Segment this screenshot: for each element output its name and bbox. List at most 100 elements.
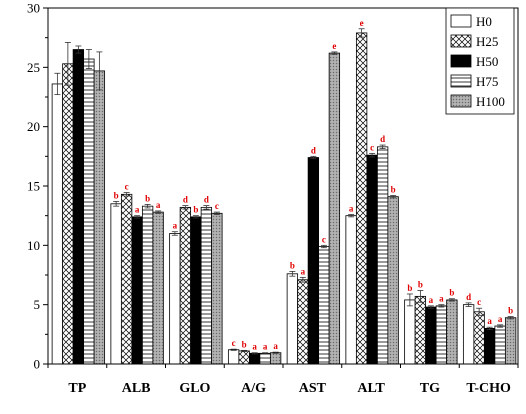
bar [120,193,133,365]
significance-label: c [322,234,326,244]
significance-label: c [232,338,236,348]
legend-swatch [450,34,472,48]
y-tick-label: 10 [27,238,40,253]
significance-label: b [449,288,454,298]
bar [141,205,154,365]
bar [269,352,282,365]
y-tick-label: 25 [27,60,40,75]
bar [286,273,299,365]
y-tick-label: 15 [27,179,40,194]
significance-label: a [252,342,257,352]
significance-label: b [508,306,513,316]
bar [190,216,202,365]
y-tick-label: 20 [27,119,40,134]
significance-label: e [360,18,364,28]
bar [446,299,458,365]
bar [414,295,427,365]
significance-label: d [466,292,471,302]
bar [110,203,122,365]
significance-label: d [380,134,385,144]
significance-label: c [125,182,129,192]
bar [387,196,399,365]
bar [169,233,181,365]
bar [494,325,506,365]
legend: H0 H25 H50 H75 H100 [445,7,515,115]
significance-label: a [156,200,161,210]
bar [376,146,389,365]
legend-swatch [450,94,472,108]
legend-swatch [450,74,472,88]
significance-label: c [370,142,374,152]
significance-label: b [114,190,119,200]
legend-label: H75 [476,74,498,89]
significance-label: d [204,195,209,205]
significance-label: a [273,341,278,351]
significance-label: a [429,295,434,305]
y-tick-label: 0 [34,357,41,372]
bar [366,154,378,365]
significance-label: b [290,260,295,270]
significance-label: b [242,339,247,349]
x-tick-label: A/G [241,381,266,396]
significance-label: c [477,297,481,307]
bar [404,299,416,365]
bar [307,157,320,365]
bar [504,317,517,365]
significance-label: b [193,205,198,215]
bar [152,211,164,365]
y-tick-label: 30 [27,1,40,16]
significance-label: e [332,41,336,51]
bar [297,279,309,365]
x-tick-label: T-CHO [466,381,511,396]
y-tick-label: 5 [34,297,41,312]
bar [62,63,74,365]
legend-swatch [450,14,472,28]
x-tick-label: TG [420,381,440,396]
bar [131,216,143,365]
significance-label: d [183,195,188,205]
bar [72,49,85,365]
bar [51,83,64,365]
significance-label: b [391,184,396,194]
bar [318,246,330,365]
legend-label: H0 [476,14,492,29]
bar [425,306,437,365]
significance-label: b [407,283,412,293]
bar [462,304,475,365]
significance-label: d [311,145,316,155]
significance-label: a [263,342,268,352]
legend-label: H100 [476,94,505,109]
bar [259,352,271,365]
significance-label: a [349,203,354,213]
bar [93,70,106,365]
bar [345,215,357,365]
significance-label: a [301,266,306,276]
bar [83,58,95,365]
bar [328,52,341,365]
legend-swatch [450,54,472,68]
bar [200,206,213,365]
significance-label: b [145,193,150,203]
x-tick-label: TP [68,381,86,396]
significance-label: a [135,205,140,215]
bar [179,206,192,365]
significance-label: a [173,221,178,231]
bar [355,32,368,365]
legend-label: H50 [476,54,498,69]
bar [248,352,261,365]
x-tick-label: GLO [179,381,210,396]
bar [238,350,250,365]
bar [211,212,223,365]
significance-label: a [487,316,492,326]
bar [473,311,485,365]
bar [483,327,496,365]
significance-label: b [418,279,423,289]
x-tick-label: AST [299,381,327,396]
bar [227,349,240,365]
legend-label: H25 [476,34,498,49]
bar [435,305,448,365]
significance-label: a [498,314,503,324]
x-tick-label: ALT [357,381,385,396]
x-tick-label: ALB [122,381,151,396]
